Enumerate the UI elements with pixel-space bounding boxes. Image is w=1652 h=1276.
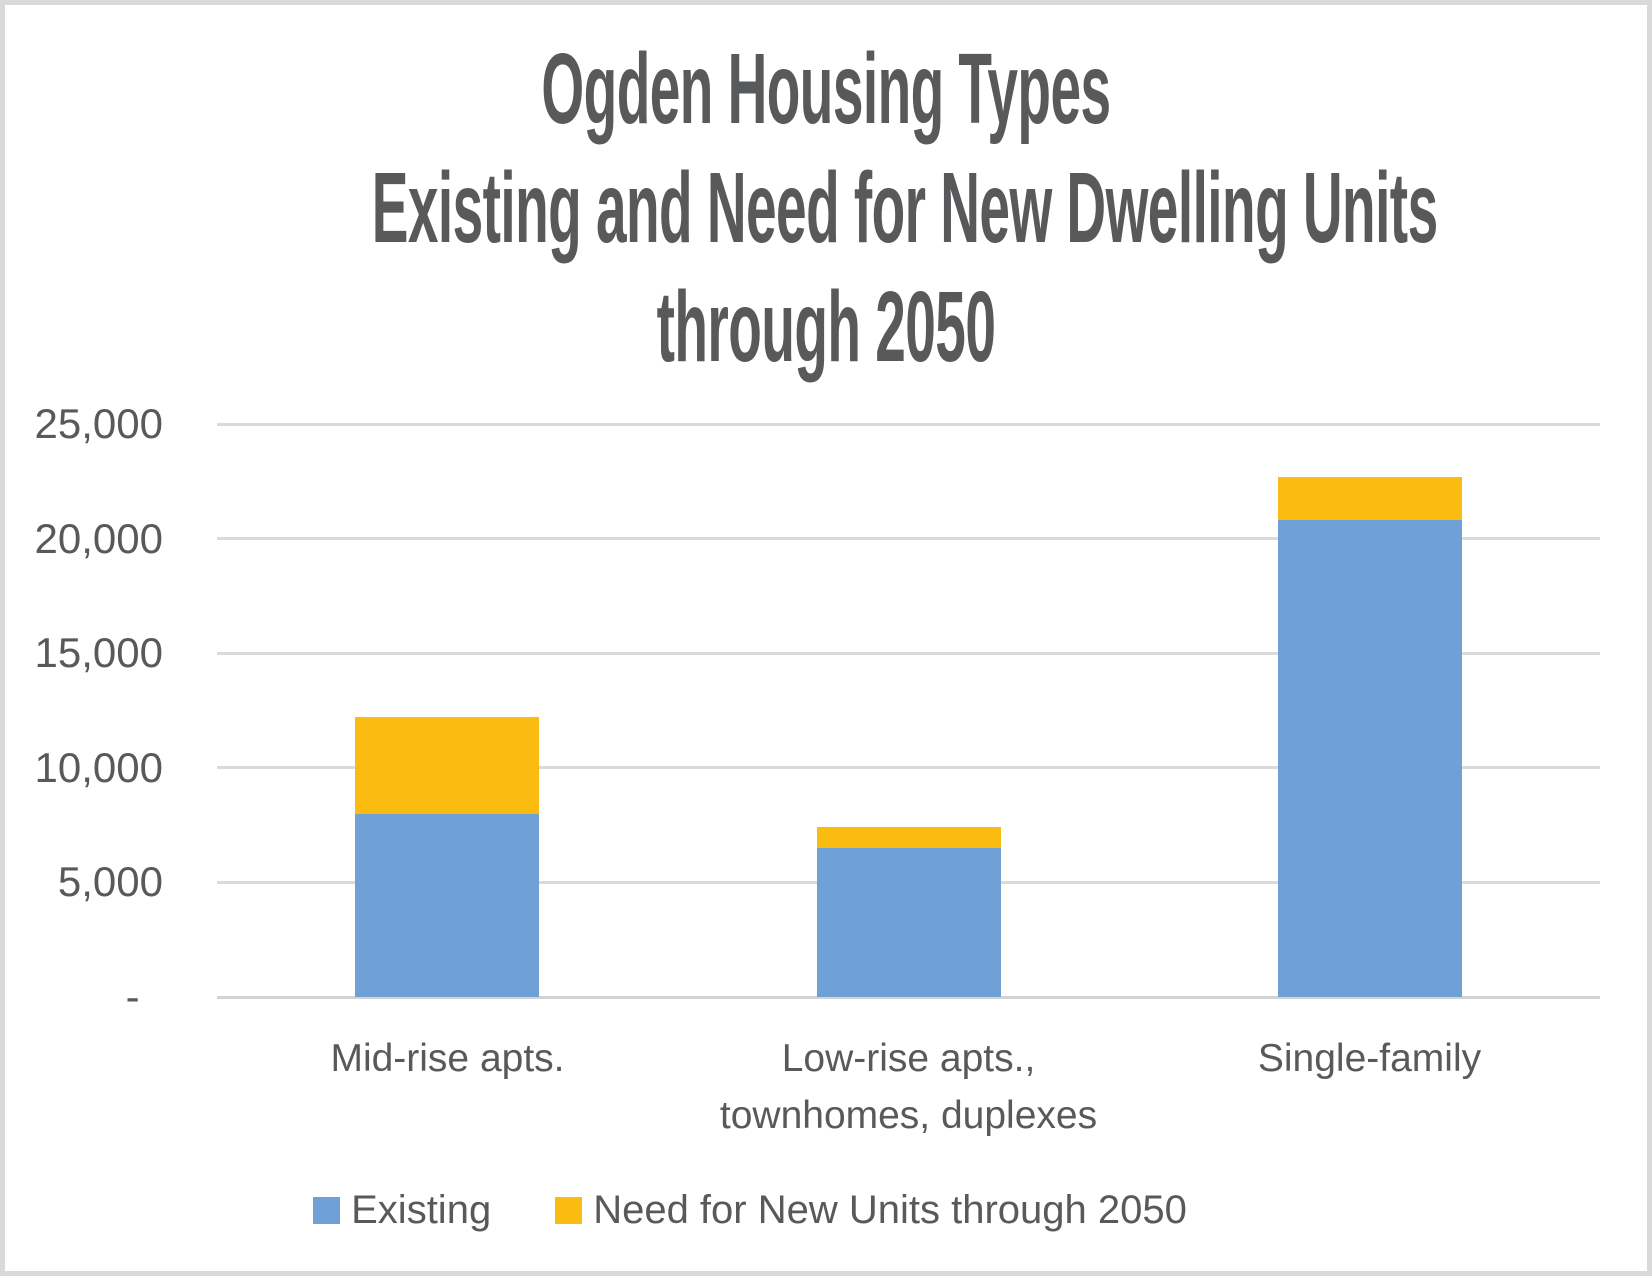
legend-label-existing: Existing — [351, 1187, 492, 1232]
chart-title-line-3: through 2050 — [656, 271, 996, 383]
chart-plot-area — [217, 422, 1600, 999]
bar-segment-need-new-units — [355, 717, 540, 814]
y-axis-labels: 25,000 20,000 15,000 10,000 5,000 - — [0, 400, 163, 1020]
gridline — [217, 422, 1600, 426]
legend: Existing Need for New Units through 2050 — [0, 1188, 1500, 1232]
y-tick-label: 15,000 — [34, 629, 163, 677]
legend-item-need-new-units: Need for New Units through 2050 — [555, 1188, 1187, 1233]
y-tick-label: 20,000 — [34, 514, 163, 562]
category-label: Single-family — [1257, 1037, 1482, 1080]
y-tick-label: 25,000 — [34, 400, 163, 447]
bar-segment-existing — [1277, 520, 1462, 997]
legend-item-existing: Existing — [313, 1188, 491, 1233]
bar-segment-existing — [355, 813, 540, 997]
gridline — [217, 537, 1600, 541]
bar-segment-need-new-units — [816, 827, 1001, 849]
y-tick-label: - — [125, 973, 163, 1020]
category-label: Mid-rise apts. — [330, 1037, 565, 1080]
chart-title: Ogden Housing Types Existing and Need fo… — [0, 30, 1652, 387]
category-label: Low-rise apts., townhomes, duplexes — [719, 1037, 1098, 1137]
legend-swatch-existing — [313, 1196, 341, 1224]
bar-segment-need-new-units — [1277, 476, 1462, 521]
chart-title-line-1: Ogden Housing Types — [541, 33, 1111, 145]
x-axis-line — [217, 995, 1600, 999]
legend-swatch-need-new-units — [555, 1196, 583, 1224]
legend-label-need-new-units: Need for New Units through 2050 — [593, 1187, 1187, 1232]
gridline — [217, 651, 1600, 655]
y-tick-label: 5,000 — [57, 858, 163, 906]
bar-segment-existing — [816, 848, 1001, 997]
category-labels: Mid-rise apts. Low-rise apts., townhomes,… — [217, 1030, 1600, 1160]
gridline — [217, 766, 1600, 770]
chart-title-line-2: Existing and Need for New Dwelling Units — [371, 152, 1438, 264]
y-tick-label: 10,000 — [34, 743, 163, 791]
